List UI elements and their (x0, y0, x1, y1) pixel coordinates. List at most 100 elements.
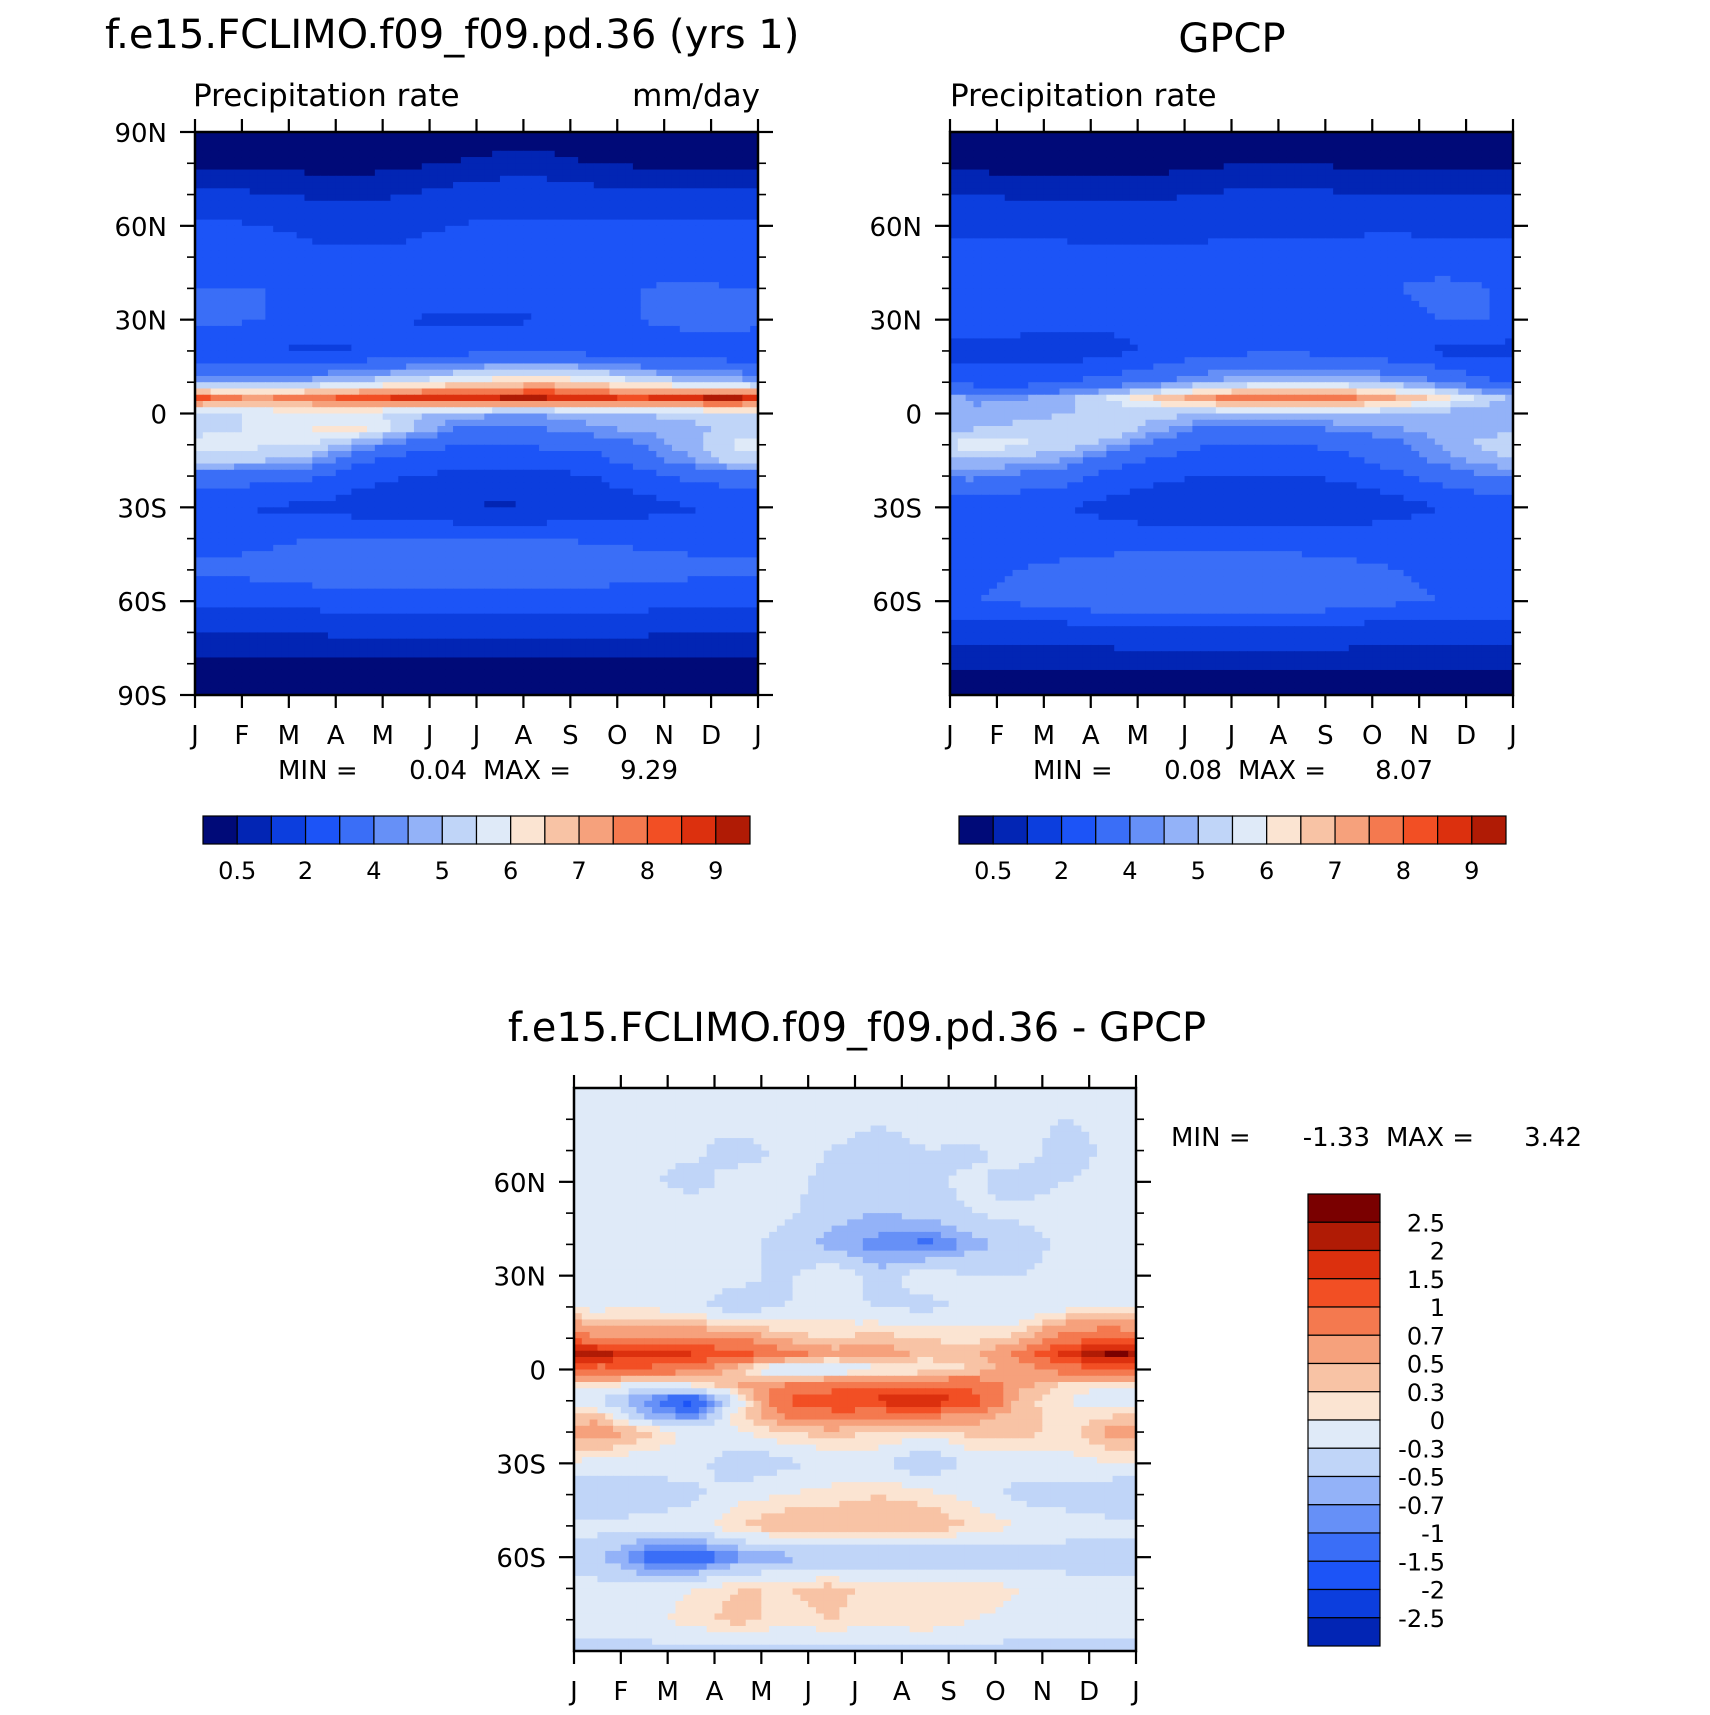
contour-cell (640, 388, 650, 396)
contour-cell (406, 157, 415, 164)
contour-cell (327, 451, 337, 458)
contour-cell (359, 238, 368, 246)
contour-cell (718, 132, 728, 139)
contour-cell (570, 257, 579, 264)
contour-cell (335, 394, 345, 402)
contour-cell (695, 463, 704, 471)
contour-cell (531, 494, 540, 502)
contour-cell (320, 438, 329, 446)
contour-cell (437, 319, 446, 327)
contour-cell (335, 363, 345, 371)
contour-cell (703, 557, 712, 565)
contour-cell (507, 275, 517, 283)
contour-cell (703, 419, 712, 427)
contour-cell (625, 538, 634, 546)
contour-cell (632, 157, 642, 164)
contour-cell (195, 388, 204, 396)
contour-cell (374, 138, 384, 146)
contour-cell (210, 175, 220, 183)
contour-cell (226, 426, 235, 433)
contour-cell (625, 357, 634, 365)
contour-cell (453, 157, 462, 164)
contour-cell (382, 132, 392, 139)
contour-cell (304, 357, 313, 365)
contour-cell (734, 369, 743, 377)
contour-cell (249, 426, 259, 433)
contour-cell (507, 232, 517, 239)
contour-cell (703, 200, 712, 208)
contour-cell (241, 563, 251, 571)
contour-cell (445, 507, 454, 515)
contour-cell (234, 350, 243, 358)
contour-cell (257, 494, 266, 502)
contour-cell (625, 269, 634, 277)
contour-cell (210, 538, 220, 546)
contour-cell (507, 244, 517, 252)
contour-cell (390, 400, 399, 408)
contour-cell (374, 532, 384, 540)
contour-cell (671, 532, 681, 540)
contour-cell (609, 507, 618, 515)
contour-cell (304, 394, 313, 402)
contour-cell (281, 532, 290, 540)
contour-cell (218, 238, 227, 246)
contour-cell (562, 150, 571, 158)
contour-cell (406, 526, 415, 533)
contour-cell (492, 175, 501, 183)
contour-cell (484, 257, 493, 264)
contour-cell (288, 451, 298, 458)
contour-cell (453, 238, 462, 246)
contour-cell (742, 394, 751, 402)
contour-cell (195, 369, 204, 377)
contour-cell (578, 200, 587, 208)
contour-cell (601, 338, 611, 346)
contour-cell (382, 476, 392, 483)
contour-cell (257, 288, 266, 296)
contour-cell (687, 438, 697, 446)
contour-cell (679, 400, 689, 408)
contour-cell (210, 513, 220, 521)
contour-cell (648, 188, 657, 196)
contour-cell (320, 338, 329, 346)
contour-cell (695, 394, 704, 402)
contour-cell (499, 325, 509, 333)
contour-cell (226, 469, 235, 477)
contour-cell (617, 138, 626, 146)
contour-cell (226, 157, 235, 164)
contour-cell (312, 357, 321, 365)
contour-cell (570, 513, 579, 521)
contour-cell (241, 363, 251, 371)
contour-cell (429, 213, 438, 221)
contour-cell (374, 300, 384, 308)
contour-cell (609, 544, 618, 552)
contour-cell (413, 332, 423, 340)
contour-cell (640, 438, 650, 446)
contour-cell (531, 250, 540, 258)
contour-cell (288, 244, 298, 252)
contour-cell (281, 451, 290, 458)
contour-cell (437, 388, 446, 396)
contour-cell (304, 163, 313, 171)
contour-cell (679, 244, 689, 252)
contour-cell (742, 163, 751, 171)
contour-cell (679, 138, 689, 146)
contour-cell (437, 457, 446, 465)
contour-cell (671, 444, 681, 452)
contour-cell (406, 307, 415, 315)
contour-cell (460, 300, 470, 308)
contour-cell (234, 325, 243, 333)
contour-cell (234, 150, 243, 158)
contour-cell (718, 507, 728, 515)
contour-cell (367, 463, 376, 471)
contour-cell (679, 532, 689, 540)
contour-cell (585, 307, 595, 315)
contour-cell (585, 513, 595, 521)
contour-cell (406, 557, 415, 565)
contour-cell (226, 357, 235, 365)
contour-cell (218, 501, 227, 508)
contour-cell (562, 426, 571, 433)
contour-cell (367, 400, 376, 408)
contour-cell (679, 332, 689, 340)
contour-cell (288, 238, 298, 246)
contour-cell (492, 444, 501, 452)
